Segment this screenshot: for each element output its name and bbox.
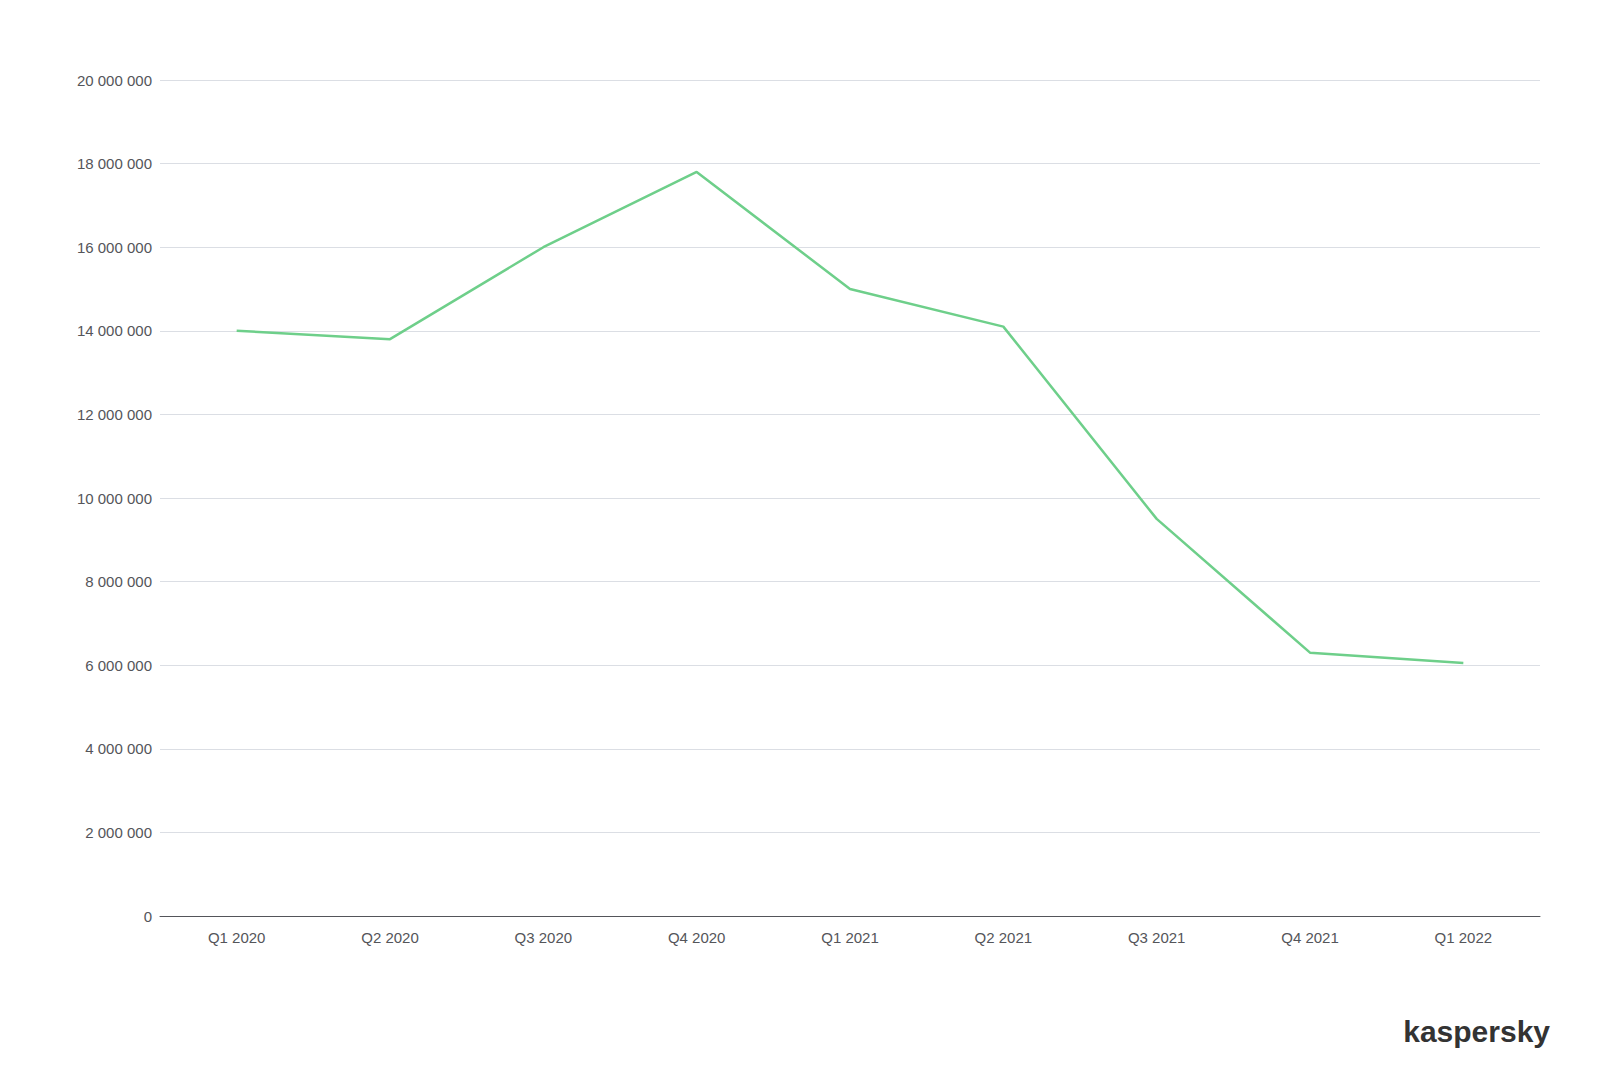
svg-text:Q1 2020: Q1 2020	[208, 929, 266, 946]
svg-text:Q3 2021: Q3 2021	[1128, 929, 1186, 946]
svg-text:10 000 000: 10 000 000	[77, 490, 152, 507]
svg-text:2 000 000: 2 000 000	[85, 824, 152, 841]
svg-text:Q1 2022: Q1 2022	[1435, 929, 1493, 946]
svg-text:Q1 2021: Q1 2021	[821, 929, 879, 946]
svg-text:Q3 2020: Q3 2020	[515, 929, 573, 946]
svg-text:Q2 2020: Q2 2020	[361, 929, 419, 946]
svg-text:20 000 000: 20 000 000	[77, 72, 152, 89]
svg-text:6 000 000: 6 000 000	[85, 657, 152, 674]
svg-text:18 000 000: 18 000 000	[77, 155, 152, 172]
svg-text:kaspersky: kaspersky	[1403, 1015, 1550, 1048]
svg-text:16 000 000: 16 000 000	[77, 239, 152, 256]
svg-text:Q4 2021: Q4 2021	[1281, 929, 1339, 946]
svg-text:Q4 2020: Q4 2020	[668, 929, 726, 946]
svg-text:8 000 000: 8 000 000	[85, 573, 152, 590]
svg-text:0: 0	[144, 908, 152, 925]
svg-text:12 000 000: 12 000 000	[77, 406, 152, 423]
svg-text:4 000 000: 4 000 000	[85, 740, 152, 757]
svg-text:14 000 000: 14 000 000	[77, 322, 152, 339]
svg-text:Q2 2021: Q2 2021	[975, 929, 1033, 946]
